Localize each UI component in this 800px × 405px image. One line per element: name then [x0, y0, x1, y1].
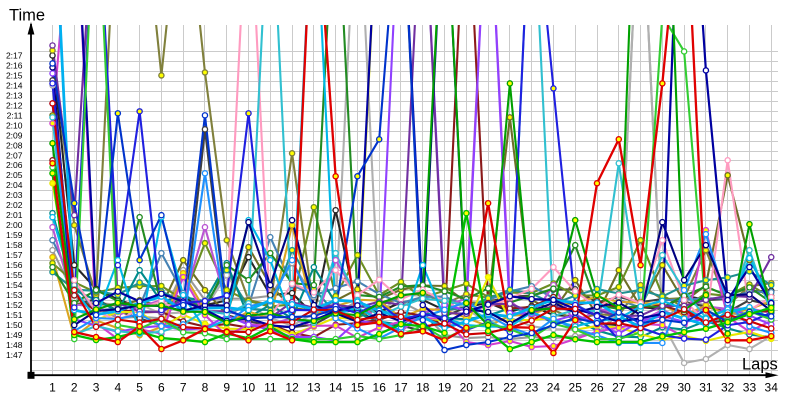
- svg-text:6: 6: [158, 381, 165, 395]
- svg-text:9: 9: [223, 381, 230, 395]
- svg-text:33: 33: [743, 381, 757, 395]
- svg-text:21: 21: [481, 381, 495, 395]
- svg-text:1: 1: [49, 381, 56, 395]
- svg-text:2:04: 2:04: [6, 180, 23, 190]
- svg-text:31: 31: [699, 381, 713, 395]
- svg-text:26: 26: [590, 381, 604, 395]
- svg-text:13: 13: [307, 381, 321, 395]
- svg-text:2:16: 2:16: [6, 60, 23, 70]
- svg-text:4: 4: [114, 381, 121, 395]
- svg-text:23: 23: [525, 381, 539, 395]
- svg-text:11: 11: [264, 381, 277, 395]
- svg-text:1:50: 1:50: [6, 320, 23, 330]
- svg-text:2:12: 2:12: [6, 100, 23, 110]
- svg-text:1:53: 1:53: [6, 290, 23, 300]
- svg-text:1:48: 1:48: [6, 340, 23, 350]
- svg-text:2:00: 2:00: [6, 220, 23, 230]
- svg-text:2:10: 2:10: [6, 120, 23, 130]
- svg-text:15: 15: [351, 381, 365, 395]
- svg-text:20: 20: [460, 381, 474, 395]
- svg-text:1:59: 1:59: [6, 230, 23, 240]
- svg-text:2:05: 2:05: [6, 170, 23, 180]
- svg-text:18: 18: [416, 381, 430, 395]
- svg-text:1:51: 1:51: [6, 310, 23, 320]
- svg-text:34: 34: [765, 381, 779, 395]
- svg-text:19: 19: [438, 381, 452, 395]
- svg-text:3: 3: [93, 381, 100, 395]
- svg-text:2:01: 2:01: [6, 210, 23, 220]
- svg-text:2:09: 2:09: [6, 130, 23, 140]
- svg-text:2:11: 2:11: [7, 110, 23, 120]
- svg-text:Laps: Laps: [742, 356, 778, 374]
- svg-text:2:08: 2:08: [6, 140, 23, 150]
- svg-text:1:58: 1:58: [6, 240, 23, 250]
- svg-text:17: 17: [394, 381, 408, 395]
- svg-text:25: 25: [569, 381, 583, 395]
- svg-text:2:17: 2:17: [6, 50, 23, 60]
- svg-text:1:52: 1:52: [6, 300, 23, 310]
- svg-text:22: 22: [503, 381, 517, 395]
- svg-text:2: 2: [71, 381, 78, 395]
- svg-text:16: 16: [373, 381, 387, 395]
- svg-text:2:02: 2:02: [6, 200, 23, 210]
- svg-text:Time: Time: [9, 7, 45, 25]
- svg-text:30: 30: [677, 381, 691, 395]
- svg-text:24: 24: [547, 381, 561, 395]
- svg-text:1:54: 1:54: [6, 280, 23, 290]
- svg-text:7: 7: [180, 381, 187, 395]
- svg-text:12: 12: [285, 381, 299, 395]
- svg-text:2:07: 2:07: [6, 150, 23, 160]
- svg-text:29: 29: [656, 381, 670, 395]
- svg-text:14: 14: [329, 381, 343, 395]
- svg-text:28: 28: [634, 381, 648, 395]
- svg-text:2:13: 2:13: [6, 90, 23, 100]
- svg-text:1:57: 1:57: [6, 250, 23, 260]
- svg-text:32: 32: [721, 381, 735, 395]
- svg-text:10: 10: [242, 381, 256, 395]
- svg-text:1:55: 1:55: [6, 270, 23, 280]
- svg-text:5: 5: [136, 381, 143, 395]
- svg-text:8: 8: [202, 381, 209, 395]
- svg-text:1:56: 1:56: [6, 260, 23, 270]
- svg-text:2:06: 2:06: [6, 160, 23, 170]
- svg-text:1:47: 1:47: [6, 350, 23, 360]
- svg-text:27: 27: [612, 381, 626, 395]
- svg-text:1:49: 1:49: [6, 330, 23, 340]
- svg-text:2:15: 2:15: [6, 70, 23, 80]
- svg-text:2:03: 2:03: [6, 190, 23, 200]
- svg-text:2:14: 2:14: [6, 80, 23, 90]
